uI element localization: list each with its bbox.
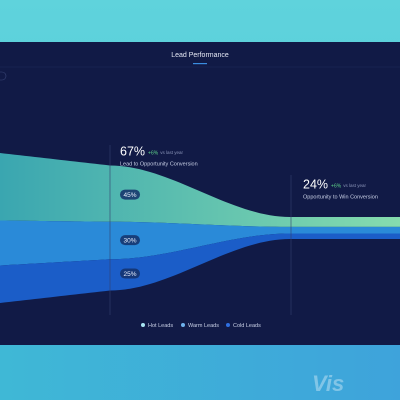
background-bottom <box>0 345 400 400</box>
stage-note: vs last year <box>343 183 366 188</box>
stage-rate: 67% <box>120 144 145 158</box>
panel-title: Lead Performance <box>171 52 229 59</box>
stage-change: +6% <box>148 150 159 156</box>
stage-name: Lead to Opportunity Conversion <box>120 161 198 167</box>
funnel-band <box>0 153 400 227</box>
value-label: 25% <box>123 271 136 278</box>
watermark: Vis <box>312 371 344 396</box>
value-label: 30% <box>123 237 136 244</box>
legend-label[interactable]: Cold Leads <box>233 323 261 329</box>
stage-change: +6% <box>331 183 342 189</box>
funnel-band <box>0 220 400 266</box>
title-underline <box>193 63 207 65</box>
value-pill <box>120 268 140 279</box>
legend-dot[interactable] <box>181 323 185 327</box>
legend-dot[interactable] <box>141 323 145 327</box>
value-pill <box>120 235 140 246</box>
value-label: 45% <box>123 192 136 199</box>
stage-note: vs last year <box>160 150 183 155</box>
legend-label[interactable]: Hot Leads <box>148 323 173 329</box>
stage-rate: 24% <box>303 177 328 191</box>
filter-pill[interactable] <box>0 71 7 81</box>
legend: Hot Leads Warm Leads Cold Leads <box>141 323 261 329</box>
value-pill <box>120 189 140 200</box>
legend-label[interactable]: Warm Leads <box>188 323 219 329</box>
legend-dot[interactable] <box>226 323 230 327</box>
funnel-band <box>0 233 400 303</box>
funnel: 45% 30% 25% <box>0 153 400 303</box>
stage-name: Opportunity to Win Conversion <box>303 194 378 200</box>
